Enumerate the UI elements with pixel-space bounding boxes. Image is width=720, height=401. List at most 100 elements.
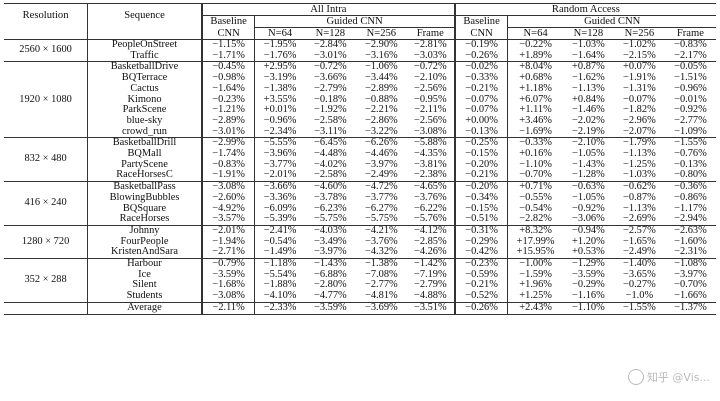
sequence-cell: blue-sky xyxy=(87,115,202,127)
value-cell: +2.95% xyxy=(254,61,305,74)
value-cell: −5.54% xyxy=(254,269,305,281)
average-value-cell: −3.51% xyxy=(406,301,455,315)
value-cell: −1.31% xyxy=(623,82,656,94)
value-cell: +0.87% xyxy=(562,61,614,74)
sequence-cell: Students xyxy=(87,290,202,303)
value-cell: −2.89% xyxy=(364,82,398,94)
value-cell: −6.88% xyxy=(314,268,347,280)
value-cell: −1.17% xyxy=(674,202,707,214)
value-cell: −2.10% xyxy=(562,137,614,150)
watermark-logo-icon xyxy=(627,369,644,385)
value-cell: −4.02% xyxy=(314,158,347,170)
value-cell: +1.18% xyxy=(507,83,563,95)
sequence-cell: Ice xyxy=(87,269,202,281)
value-cell: −4.88% xyxy=(413,290,447,302)
header-cnn-ra: CNN xyxy=(453,27,508,40)
table-row: Kimono −0.23% +3.55% −0.18% −0.88% −0.95% −0.0… xyxy=(4,93,716,106)
value-cell: −3.59% xyxy=(200,269,255,281)
value-cell: −2.86% xyxy=(364,114,398,126)
value-cell: −4.12% xyxy=(406,224,455,237)
value-cell: −1.79% xyxy=(613,137,665,150)
table-row: ParkScene −1.21% +0.01% −1.92% −2.21% −2.11% −… xyxy=(4,105,716,116)
value-cell: −1.64% xyxy=(572,49,605,61)
value-cell: −3.22% xyxy=(364,125,398,137)
value-cell: −1.68% xyxy=(200,280,255,292)
value-cell: −0.98% xyxy=(200,72,255,84)
value-cell: −0.21% xyxy=(453,83,508,95)
value-cell: −2.21% xyxy=(364,104,398,116)
value-cell: −0.02% xyxy=(453,61,508,74)
value-cell: −1.43% xyxy=(304,258,356,270)
value-cell: +17.99% xyxy=(507,236,563,248)
table-row: 352 × 288 Harbour −0.79% −1.18% −1.43% −1.38%… xyxy=(4,258,716,303)
value-cell: −4.77% xyxy=(314,290,347,302)
value-cell: −2.94% xyxy=(674,213,707,225)
value-cell: +1.25% xyxy=(507,290,563,303)
value-cell: −1.06% xyxy=(355,61,407,74)
value-cell: −0.96% xyxy=(674,82,707,94)
value-cell: −3.49% xyxy=(314,235,347,247)
value-cell: −3.57% xyxy=(200,213,255,226)
sequence-cell: RaceHorses xyxy=(87,213,202,226)
value-cell: −3.65% xyxy=(623,268,656,280)
value-cell: −2.89% xyxy=(200,115,255,127)
value-cell: −0.76% xyxy=(674,148,707,160)
value-cell: −1.18% xyxy=(254,258,305,270)
value-cell: −3.78% xyxy=(314,191,347,203)
value-cell: −0.96% xyxy=(254,115,305,127)
header-sequence: Sequence xyxy=(87,3,202,28)
value-cell: −0.95% xyxy=(413,93,447,105)
average-value-cell: −1.37% xyxy=(664,301,716,315)
value-cell: −0.70% xyxy=(507,169,563,182)
header-n64-ra: N=64 xyxy=(507,27,563,40)
value-cell: −2.84% xyxy=(304,38,356,51)
header-n256-ai: N=256 xyxy=(366,28,397,39)
value-cell: −0.15% xyxy=(453,203,508,215)
resolution-cell: 2560 × 1600 xyxy=(4,38,88,62)
value-cell: −2.90% xyxy=(355,38,407,51)
value-cell: −2.79% xyxy=(314,82,347,94)
value-cell: −5.75% xyxy=(364,213,398,225)
value-cell: −0.21% xyxy=(453,280,508,292)
value-cell: −1.25% xyxy=(623,158,656,170)
table-row: KristenAndSara −2.71% −1.49% −3.97% −4.32% −4… xyxy=(4,246,716,259)
value-cell: −0.79% xyxy=(200,258,255,270)
value-cell: −2.80% xyxy=(314,279,347,291)
value-cell: −0.15% xyxy=(453,148,508,160)
resolution-cell: 416 × 240 xyxy=(4,181,88,226)
value-cell: −1.05% xyxy=(572,191,605,203)
header-n128-ai: N=128 xyxy=(315,28,346,39)
value-cell: −1.76% xyxy=(254,50,305,62)
value-cell: −0.33% xyxy=(507,137,563,150)
value-cell: −0.18% xyxy=(314,93,347,105)
value-cell: −6.23% xyxy=(314,202,347,214)
sequence-cell: Johnny xyxy=(87,224,202,237)
value-cell: +15.95% xyxy=(507,246,563,259)
header-random-access: Random Access xyxy=(453,3,716,16)
value-cell: −2.77% xyxy=(674,114,707,126)
sequence-cell: Silent xyxy=(87,280,202,292)
value-cell: −2.58% xyxy=(314,169,347,181)
value-cell: −1.05% xyxy=(572,148,605,160)
value-cell: −6.45% xyxy=(304,137,356,150)
value-cell: −1.42% xyxy=(406,258,455,270)
value-cell: −0.55% xyxy=(507,192,563,204)
value-cell: −2.01% xyxy=(200,224,255,237)
value-cell: −1.29% xyxy=(562,258,614,270)
value-cell: −0.33% xyxy=(453,72,508,84)
value-cell: −3.77% xyxy=(364,191,398,203)
results-table: Resolution Sequence All Intra Random Acc… xyxy=(4,3,716,315)
value-cell: −2.82% xyxy=(507,213,563,226)
table-row: Students −3.08% −4.10% −4.77% −4.81% −4.88% −0… xyxy=(4,290,716,303)
table-row: RaceHorsesC −1.91% −2.01% −2.58% −2.49% −2.38… xyxy=(4,169,716,182)
value-cell: −2.07% xyxy=(623,125,656,137)
table-row: 832 × 480 BasketballDrill −2.99% −5.55% −6.4… xyxy=(4,137,716,182)
average-value-cell: −1.10% xyxy=(562,301,614,315)
value-cell: −1.60% xyxy=(674,235,707,247)
value-cell: −1.91% xyxy=(623,72,656,84)
table-row: 1920 × 1080 BasketballDrive −0.45% +2.95% −0… xyxy=(4,61,716,138)
table-row: blue-sky −2.89% −0.96% −2.58% −2.86% −2.56% +0… xyxy=(4,114,716,127)
value-cell: −0.83% xyxy=(200,159,255,171)
value-cell: +8.32% xyxy=(507,224,563,237)
value-cell: −4.10% xyxy=(254,290,305,303)
